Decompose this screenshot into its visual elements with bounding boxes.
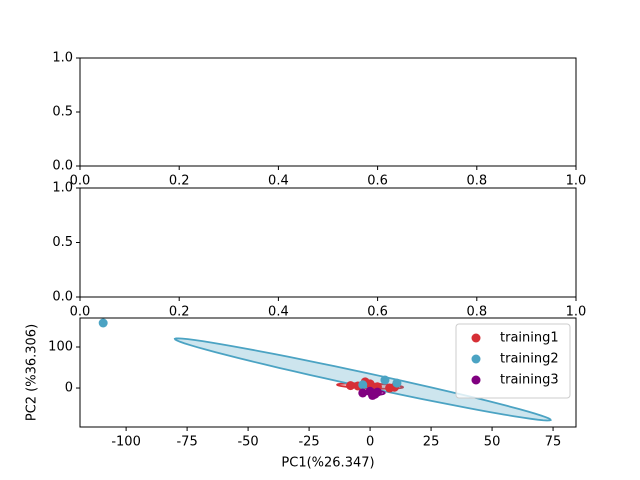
y-tick-label: 0.0 [52,159,73,174]
legend: training1 training2 training3 [455,323,571,399]
axes-frame [79,187,577,298]
legend-box [455,323,571,399]
x-tick-label: 0.0 [70,305,91,320]
point [346,381,356,391]
point [358,380,368,390]
y-tick-label: 0.5 [52,235,73,250]
axes: 0.0 0.2 0.4 0.6 0.8 1.0 0.0 0.5 1.0 [52,51,586,189]
x-tick-label: 0.2 [169,305,190,320]
x-tick-label: -25 [298,435,319,450]
legend-marker [471,375,481,385]
point [392,378,402,388]
x-tick-label: 0.8 [466,174,487,189]
y-tick-label: 1.0 [52,181,73,196]
x-tick-label: 0.8 [466,305,487,320]
x-tick-label: 0.0 [70,174,91,189]
axes: 0.0 0.2 0.4 0.6 0.8 1.0 0.0 0.5 1.0 [52,181,586,320]
y-tick-label: 0.5 [52,105,73,120]
point [98,318,108,328]
x-tick-label: 0.4 [268,305,289,320]
x-tick-label: 25 [423,435,440,450]
point [365,386,375,396]
x-tick-label: 75 [545,435,562,450]
legend-label: training3 [500,373,559,388]
x-tick-label: -100 [111,435,141,450]
x-tick-label: 0.4 [268,174,289,189]
axes: -100 -75 -50 -25 0 25 50 75 0 100 PC1(%26.347) PC2 … [25,317,577,471]
x-tick-label: 1.0 [566,305,587,320]
legend-label: training2 [500,352,559,367]
x-tick-label: 0.2 [169,174,190,189]
x-tick-label: 0.6 [367,305,388,320]
axes-frame [79,57,577,167]
x-tick-label: 0.6 [367,174,388,189]
legend-label: training1 [500,331,559,346]
point [380,375,390,385]
legend-marker [471,354,481,364]
y-tick-label: 0.0 [52,290,73,305]
x-tick-label: 1.0 [566,174,587,189]
plot-area [98,318,552,422]
x-tick-label: -50 [237,435,258,450]
y-tick-label: 0 [65,381,73,396]
x-tick-label: 50 [484,435,501,450]
x-tick-label: 0 [366,435,374,450]
y-tick-label: 1.0 [52,51,73,66]
y-tick-label: 100 [48,340,73,355]
legend-marker [471,333,481,343]
y-axis-label: PC2 (%36.306) [25,324,40,421]
axes-frame [79,317,577,428]
point [358,388,368,398]
x-axis-label: PC1(%26.347) [281,456,374,471]
x-tick-label: -75 [176,435,197,450]
